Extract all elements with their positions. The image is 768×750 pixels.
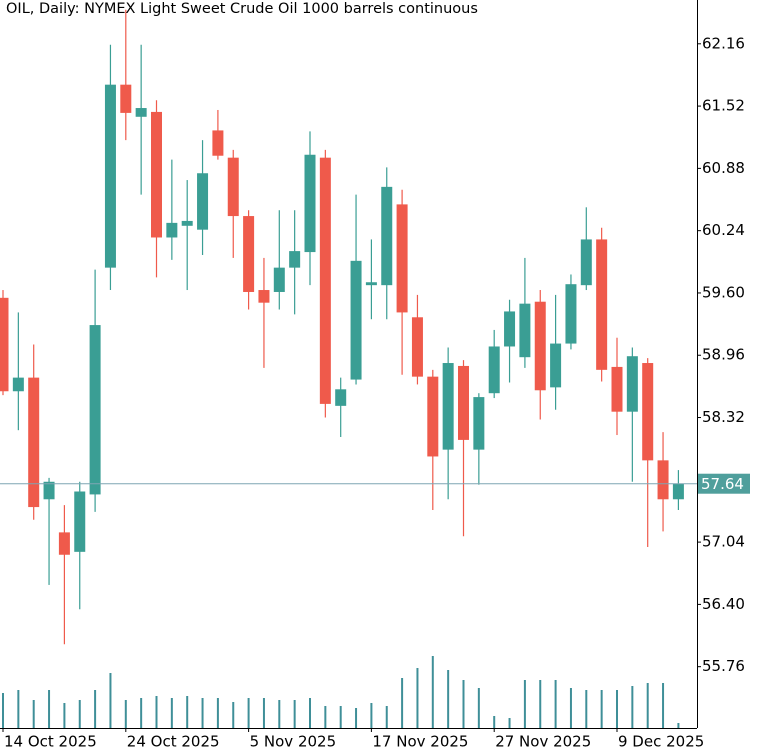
candle-body: [396, 204, 408, 313]
candle-body: [458, 365, 469, 440]
candle-body: [473, 397, 485, 450]
y-tick-label: 61.52: [702, 97, 745, 115]
x-tick-label: 27 Nov 2025: [495, 733, 591, 750]
y-tick-label: 58.32: [702, 408, 745, 426]
candle-body: [28, 377, 40, 508]
candle-body: [504, 311, 516, 347]
plot-area: [0, 0, 697, 728]
candle-body: [181, 220, 193, 226]
candle-body: [565, 284, 577, 344]
candle-body: [197, 173, 209, 230]
y-tick-label: 62.16: [702, 34, 745, 52]
candle-body: [43, 481, 55, 500]
candle-body: [580, 239, 592, 286]
candle-body: [534, 301, 546, 391]
y-tick-label: 56.40: [702, 595, 745, 613]
current-price-box: [698, 473, 750, 494]
candle-body: [350, 260, 362, 380]
chart-layer: 62.16 61.52 60.88 60.24 59.60 58.96 58.32 57.04…: [0, 9, 745, 750]
x-tick-label: 9 Dec 2025: [618, 733, 704, 750]
candle-body: [335, 389, 347, 406]
candle-body: [550, 343, 562, 388]
candle-body: [227, 157, 239, 217]
candle-body: [12, 377, 24, 392]
candle-body: [596, 239, 608, 370]
candle-body: [289, 251, 301, 268]
candle-body: [135, 108, 147, 117]
current-price-label: 57.64: [701, 475, 744, 493]
candle-body: [657, 460, 669, 500]
candle-body: [104, 84, 116, 268]
candle-body: [212, 130, 224, 156]
candle-body: [74, 491, 86, 552]
candle-body: [120, 84, 132, 113]
candle-body: [89, 325, 101, 495]
y-tick-label: 60.24: [702, 221, 745, 239]
candle-body: [58, 532, 70, 555]
x-tick-label: 24 Oct 2025: [127, 733, 220, 750]
y-tick-label: 60.88: [702, 159, 745, 177]
candle-body: [488, 346, 500, 394]
candle-body: [411, 317, 423, 377]
chart-title: OIL, Daily: NYMEX Light Sweet Crude Oil …: [6, 1, 478, 17]
candle-body: [243, 216, 255, 292]
candle-body: [626, 356, 638, 412]
candle-body: [519, 303, 531, 358]
y-tick-label: 59.60: [702, 283, 745, 301]
candle-body: [258, 290, 270, 303]
candle-body: [442, 363, 454, 450]
x-tick-label: 5 Nov 2025: [250, 733, 337, 750]
candle-body: [365, 282, 377, 286]
candle-body: [319, 157, 331, 404]
y-tick-label: 55.76: [702, 657, 745, 675]
candle-body: [611, 366, 623, 412]
candle-body: [0, 297, 9, 392]
x-tick-label: 14 Oct 2025: [4, 733, 97, 750]
candle-body: [304, 154, 316, 253]
candle-body: [672, 483, 684, 500]
candle-body: [642, 363, 654, 461]
candle-body: [427, 376, 439, 457]
y-tick-label: 58.96: [702, 346, 745, 364]
x-tick-label: 17 Nov 2025: [372, 733, 468, 750]
candle-body: [166, 222, 178, 238]
candle-body: [273, 267, 285, 292]
y-tick-label: 57.04: [702, 533, 745, 551]
candle-body: [151, 111, 162, 238]
candle-body: [381, 186, 393, 286]
